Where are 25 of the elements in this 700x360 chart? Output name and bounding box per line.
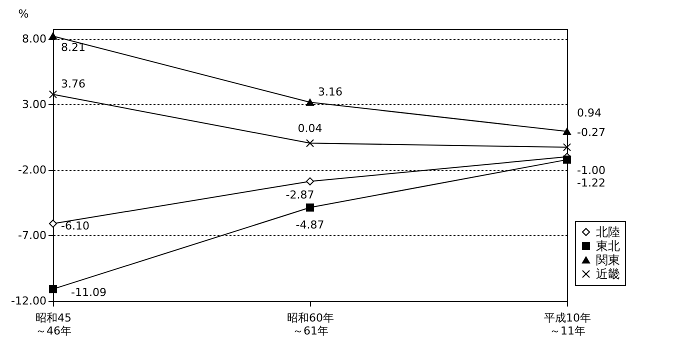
data-label: 0.04 [298,122,322,136]
data-label: 8.21 [61,41,86,54]
data-label: -6.10 [61,220,90,233]
data-label: 3.16 [318,85,342,98]
legend-label: 関東 [596,253,620,267]
x-tick-label: 昭和45～46年 [36,312,72,338]
x-tick-label: 平成10年～11年 [544,312,591,338]
data-label: -0.27 [577,126,606,140]
y-tick-label: 8.00 [22,32,46,46]
y-tick-label: -2.00 [18,163,46,176]
legend-label: 近畿 [596,267,620,281]
data-label: -4.87 [296,218,324,232]
y-tick-label: 3.00 [22,98,46,111]
data-label: -11.09 [71,286,106,300]
x-tick-label: 昭和60年～61年 [287,312,334,338]
y-tick-label: -7.00 [18,228,46,242]
legend-label: 北陸 [596,225,620,239]
data-label: -1.22 [577,176,606,190]
data-label: 0.94 [577,106,602,120]
data-label: -1.00 [577,164,606,177]
y-axis-title: % [18,8,29,20]
y-tick-label: -12.00 [11,294,46,308]
data-label: -2.87 [286,188,314,202]
data-label: 3.76 [61,77,86,90]
legend-label: 東北 [596,239,620,253]
